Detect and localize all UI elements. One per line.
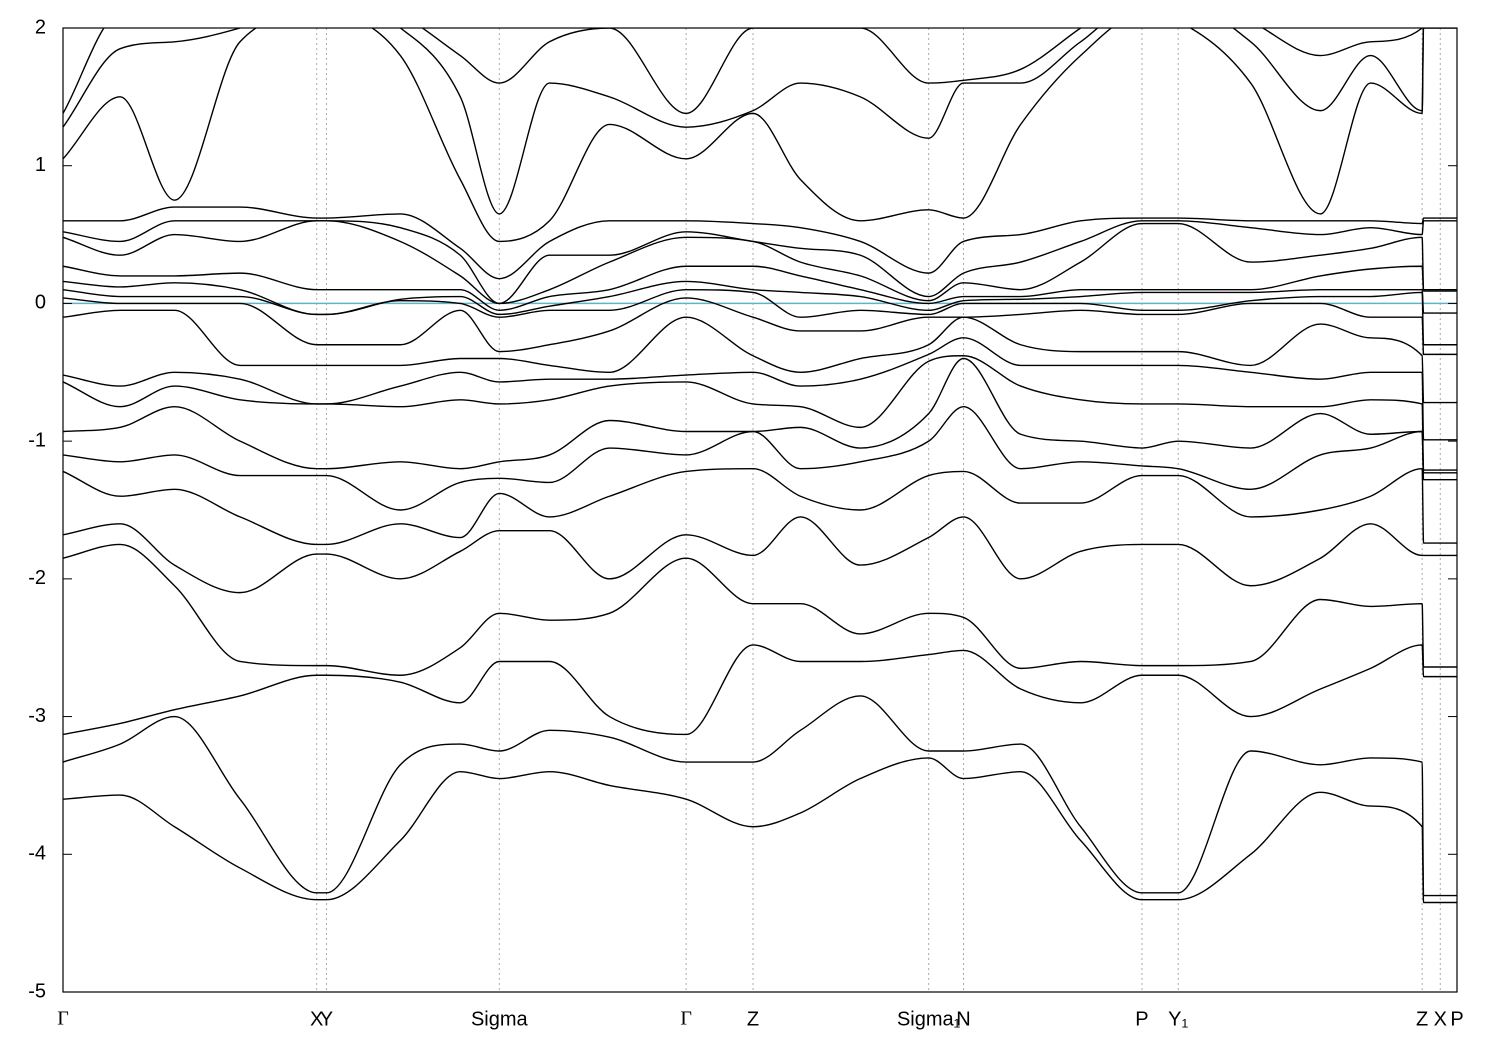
band-line (63, 543, 1457, 676)
y-tick-label: -4 (28, 843, 46, 865)
x-tick-label: Γ (57, 1008, 69, 1030)
band-line (63, 337, 1457, 441)
x-tick-label: Sigma₁ (897, 1008, 961, 1030)
band-line (63, 644, 1457, 736)
plot-frame (62, 27, 1458, 993)
x-tick-label: N (956, 1008, 970, 1030)
y-tick-label: 1 (35, 154, 46, 176)
bands (63, 28, 1457, 904)
band-line (63, 357, 1457, 474)
band-line (63, 280, 1457, 316)
x-tick-label: Γ (680, 1008, 692, 1030)
y-tick-label: -3 (28, 705, 46, 727)
x-tick-label: P (1450, 1008, 1463, 1030)
x-tick-label: Y (320, 1008, 333, 1030)
band-line (63, 206, 1457, 280)
x-tick-label: Z (747, 1008, 759, 1030)
band-line (63, 309, 1457, 404)
band-line (63, 406, 1457, 511)
x-tick-label: Sigma (471, 1008, 529, 1030)
band-line (63, 28, 1425, 215)
y-tick-label: -1 (28, 429, 46, 451)
band-line (63, 288, 1457, 346)
band-line (63, 28, 1457, 243)
band-line (63, 220, 1457, 305)
band-line (63, 516, 1457, 594)
band-line (63, 467, 1457, 546)
y-tick-label: 0 (35, 292, 46, 314)
y-tick-label: 2 (35, 16, 46, 38)
x-tick-label: Z (1416, 1008, 1428, 1030)
x-tick-label: X (1434, 1008, 1447, 1030)
band-line (63, 28, 1423, 115)
band-line (63, 220, 1457, 305)
band-line (63, 757, 1457, 904)
y-tick-label: -5 (28, 980, 46, 1002)
band-line (63, 297, 1457, 356)
x-tick-label: X (310, 1008, 323, 1030)
x-tick-label: Y₁ (1168, 1008, 1188, 1030)
y-tick-label: -2 (28, 567, 46, 589)
grid (316, 28, 1441, 992)
x-tick-label: P (1135, 1008, 1148, 1030)
band-line (63, 265, 1457, 312)
band-line (63, 695, 1457, 897)
